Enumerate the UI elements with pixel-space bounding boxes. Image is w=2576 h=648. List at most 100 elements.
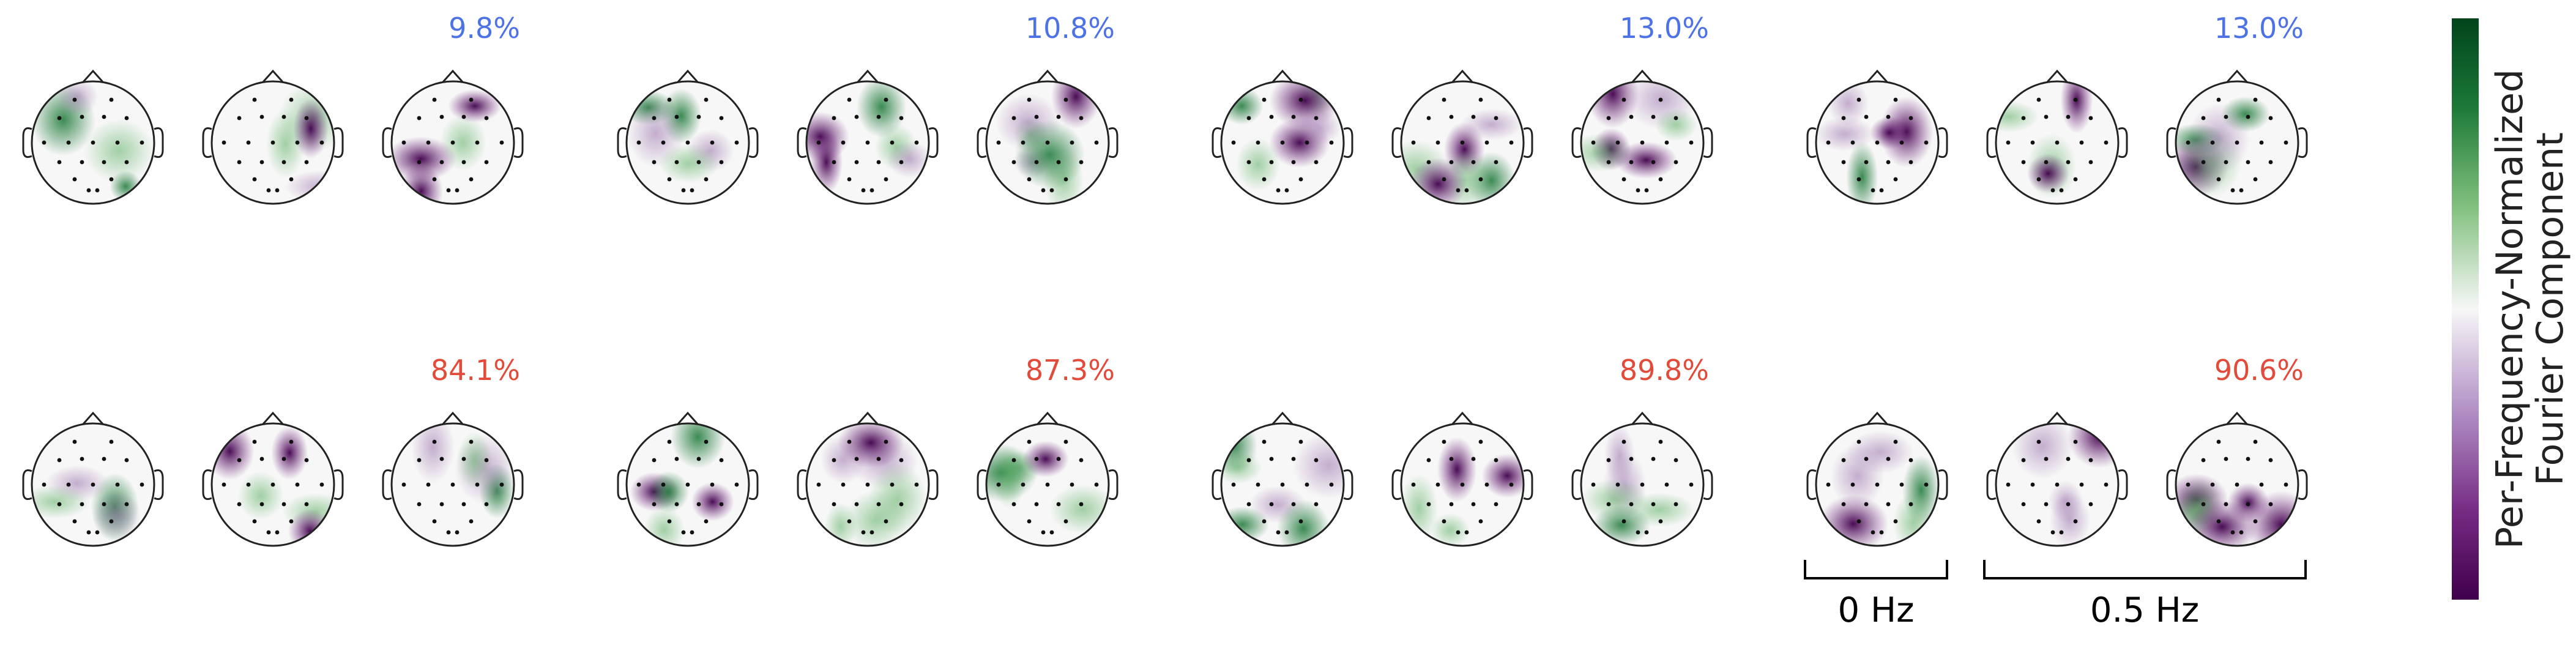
ear-outline (382, 127, 392, 158)
group-3-top-percent: 13.0% (1620, 12, 1709, 45)
sensor-dot (865, 140, 870, 145)
sensor-dot (1262, 519, 1267, 524)
sensor-dot (289, 439, 294, 444)
sensor-dot (446, 188, 451, 193)
topomap (1806, 69, 1948, 205)
sensor-dot (1246, 116, 1251, 121)
bracket-0hz-label: 0 Hz (1838, 590, 1915, 630)
sensor-dot (304, 160, 309, 165)
sensor-dot (461, 160, 466, 165)
ear-outline (1986, 469, 1997, 501)
sensor-dot (2066, 456, 2071, 461)
sensor-dot (996, 482, 1001, 487)
sensor-dot (2268, 160, 2273, 165)
sensor-dot (2268, 116, 2273, 121)
sensor-dot (1291, 456, 1296, 461)
sensor-dot (832, 116, 836, 121)
sensor-dot (1864, 456, 1869, 461)
sensor-dot (2044, 502, 2049, 507)
sensor-dot (685, 140, 690, 145)
ear-outline (1108, 469, 1119, 501)
sensor-dot (1875, 140, 1880, 145)
sensor-dot (2079, 482, 2084, 487)
sensor-dot (876, 114, 881, 119)
sensor-dot (1886, 456, 1891, 461)
sensor-dot (1262, 439, 1267, 444)
activity-blob (285, 170, 334, 203)
sensor-dot (1471, 114, 1476, 119)
sensor-dot (86, 188, 91, 193)
ear-outline (1212, 469, 1222, 501)
sensor-dot (109, 177, 114, 182)
sensor-dot (66, 140, 71, 145)
sensor-dot (1011, 116, 1016, 121)
sensor-dot (115, 140, 120, 145)
sensor-dot (1924, 482, 1929, 487)
ear-outline (2118, 469, 2128, 501)
sensor-dot (1629, 502, 1634, 507)
sensor-dot (95, 530, 100, 535)
sensor-dot (667, 97, 672, 102)
activity-blob (1461, 108, 1523, 141)
sensor-dot (667, 439, 672, 444)
sensor-dot (1063, 519, 1068, 524)
sensor-dot (1484, 140, 1489, 145)
ear-outline (22, 127, 32, 158)
topomap (977, 411, 1119, 547)
sensor-dot (1856, 439, 1861, 444)
head-outline (1995, 422, 2120, 547)
bracket-05hz-label: 0.5 Hz (2090, 590, 2199, 630)
topomap (1391, 411, 1533, 547)
sensor-dot (91, 482, 95, 487)
group-2-bottom-percent: 87.3% (1026, 354, 1115, 387)
ear-outline (2166, 127, 2176, 158)
sensor-dot (1231, 140, 1236, 145)
sensor-dot (2088, 160, 2093, 165)
sensor-dot (2079, 140, 2084, 145)
sensor-dot (1231, 482, 1236, 487)
sensor-dot (1426, 116, 1431, 121)
sensor-dot (259, 456, 264, 461)
topomap (2166, 69, 2308, 205)
activity-blob (1430, 513, 1470, 546)
sensor-dot (1329, 140, 1334, 145)
sensor-dot (2259, 140, 2264, 145)
activity-blob (2187, 103, 2250, 174)
sensor-dot (455, 188, 460, 193)
sensor-dot (690, 530, 694, 535)
group-4-top-percent: 13.0% (2214, 12, 2304, 45)
activity-blob (810, 130, 843, 195)
ear-outline (928, 127, 939, 158)
sensor-dot (2259, 482, 2264, 487)
sensor-dot (1494, 116, 1498, 121)
sensor-dot (1509, 482, 1514, 487)
sensor-dot (401, 482, 406, 487)
sensor-dot (1850, 482, 1855, 487)
activity-blob (1587, 81, 1639, 128)
sensor-dot (461, 114, 466, 119)
sensor-dot (2088, 458, 2093, 463)
sensor-dot (1893, 97, 1898, 102)
group-1-bottom-percent: 84.1% (431, 354, 520, 387)
sensor-dot (432, 439, 437, 444)
sensor-dot (289, 519, 294, 524)
sensor-dot (1591, 140, 1596, 145)
sensor-dot (80, 114, 84, 119)
sensor-dot (869, 188, 874, 193)
head-outline (805, 80, 930, 205)
activity-blob (1292, 431, 1344, 499)
sensor-dot (1899, 140, 1904, 145)
activity-blob (92, 491, 141, 541)
activity-blob (1014, 120, 1085, 190)
colorbar (2452, 18, 2479, 600)
sensor-dot (1629, 456, 1634, 461)
nose-outline (1631, 411, 1654, 426)
sensor-dot (1027, 97, 1032, 102)
sensor-dot (996, 140, 1001, 145)
head-outline (31, 80, 155, 205)
sensor-dot (1644, 188, 1649, 193)
sensor-dot (2066, 114, 2071, 119)
ear-outline (202, 127, 212, 158)
sensor-dot (1276, 188, 1281, 193)
sensor-dot (1280, 140, 1285, 145)
